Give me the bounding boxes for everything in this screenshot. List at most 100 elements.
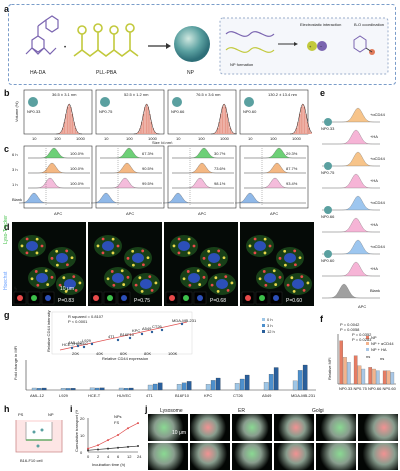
d-vesicle — [58, 283, 62, 287]
g-legend-label: 12 h — [267, 329, 275, 334]
d-nucleus — [36, 273, 48, 283]
c-percent: 98.1% — [214, 181, 226, 186]
j-image-tile — [316, 414, 356, 441]
d-cell-group — [241, 235, 312, 305]
h-np-dot — [32, 430, 36, 434]
b-bin — [228, 121, 230, 134]
g-inset-xtick: 40K — [96, 351, 103, 356]
d-vesicle — [210, 283, 214, 287]
b-bin — [137, 131, 140, 134]
j-scale: 10 μm — [172, 430, 186, 436]
d-vesicle — [278, 275, 282, 279]
b-bin — [73, 121, 75, 134]
c-plot: 100.0% 100.0% 100.0% APC — [18, 145, 93, 216]
g-category: L929 — [59, 393, 69, 398]
g-bar — [263, 382, 269, 391]
d-vesicle — [25, 251, 29, 255]
j-image-tile — [232, 443, 272, 470]
d-vesicle — [40, 244, 44, 248]
g-ylabel: Fold change in MFI — [13, 346, 18, 380]
c-percent: 30.7% — [214, 151, 226, 156]
g-inset-point — [70, 346, 74, 350]
b-bin — [224, 106, 227, 134]
b-tick: 1000 — [76, 136, 86, 141]
g-inset-point — [160, 328, 164, 332]
e-np-icon — [324, 206, 332, 214]
d-vesicle — [283, 249, 287, 253]
d-channel-signal — [183, 295, 189, 301]
b-bin — [300, 106, 302, 134]
i-legend-label: NPs — [114, 414, 122, 419]
g-inset-xtick: 60K — [120, 351, 127, 356]
c-plot: 67.3% 90.5% 99.5% APC — [90, 145, 165, 216]
f-pvalue: P = 0.0352 — [352, 332, 372, 337]
e-histogram — [321, 151, 381, 167]
d-vesicle — [55, 263, 59, 267]
panel-e-flow-stack: +αCD44 +HA +αCD44 +HA +αCD44 +HA +αCD44 +HA Blan… — [321, 107, 386, 309]
panel-g-chart: Fold change in MFI AML-12 L929 HCE-T HUVEC 4… — [13, 310, 316, 398]
j-image-tile — [190, 414, 230, 441]
b-np-name: NP0.75 — [99, 109, 113, 114]
d-overlay: NP — [13, 235, 312, 305]
d-vesicle — [154, 281, 158, 285]
g-inset: R squared = 0.8107 P < 0.0001 Relative C… — [46, 310, 197, 361]
b-np-name: NP0.66 — [171, 109, 185, 114]
d-cell-group — [13, 235, 84, 305]
j-image-tile — [358, 443, 398, 470]
d-vesicle — [186, 270, 190, 273]
d-vesicle — [294, 263, 297, 267]
d-cell-group — [89, 235, 160, 305]
panel-label-d: d — [4, 222, 10, 232]
b-bin — [147, 106, 149, 134]
d-vesicle — [35, 237, 39, 241]
g-category: MDA-MB-231 — [291, 393, 316, 398]
b-bin — [298, 113, 301, 134]
d-vesicle — [146, 256, 150, 260]
svg-text:+: + — [309, 44, 312, 49]
g-category: HUVEC — [117, 393, 131, 398]
electrostatic-label: Electrostatic interaction — [300, 22, 341, 27]
i-ytick: 10 — [80, 433, 85, 438]
c-row-label: Blank — [12, 197, 22, 202]
g-inset-point-label: HCE-T — [62, 342, 75, 347]
formation-box — [219, 17, 389, 75]
np-formation-label: NP formation — [230, 62, 253, 67]
panel-h-transwell: PS NP B16-F10 cell — [15, 412, 63, 463]
g-inset-xlabel: Relative CD44 expression — [102, 356, 148, 361]
d-vesicle — [177, 251, 181, 255]
electrostatic-icon: + − — [307, 41, 327, 51]
c-histogram — [90, 192, 163, 204]
d-vesicle — [101, 237, 105, 241]
g-bar — [147, 384, 153, 391]
d-vesicle — [177, 237, 181, 241]
e-histogram — [321, 173, 381, 189]
c-histogram — [234, 192, 307, 204]
g-inset-fit-line — [59, 321, 188, 351]
b-bin — [220, 113, 222, 134]
c-percent: 73.6% — [214, 166, 226, 171]
d-vesicle — [106, 277, 110, 281]
hada-label: HA-DA — [30, 70, 46, 76]
d-vesicle — [268, 244, 272, 248]
g-inset-point-label: MDA-MB-231 — [172, 318, 197, 323]
b-bin — [66, 106, 69, 134]
b-np-name: NP0.33 — [27, 109, 41, 114]
e-histogram — [321, 195, 381, 211]
d-channel-signal — [31, 295, 37, 301]
c-histogram — [171, 147, 235, 159]
f-pvalue: P = 0.0042 — [340, 322, 360, 327]
j-image-tile — [316, 443, 356, 470]
d-channel-signal — [197, 295, 203, 301]
d-vesicle — [134, 283, 138, 287]
g-inset-r: R squared = 0.8107 — [68, 314, 104, 319]
d-vesicle — [126, 256, 130, 260]
d-vesicle — [112, 283, 116, 287]
g-bar — [123, 388, 129, 391]
g-bar — [215, 377, 221, 391]
b-tick: 10 — [248, 136, 253, 141]
d-vesicle — [217, 249, 221, 253]
d-cell-group — [165, 235, 236, 305]
j-image-tile — [274, 443, 314, 470]
d-vesicle — [187, 251, 191, 255]
